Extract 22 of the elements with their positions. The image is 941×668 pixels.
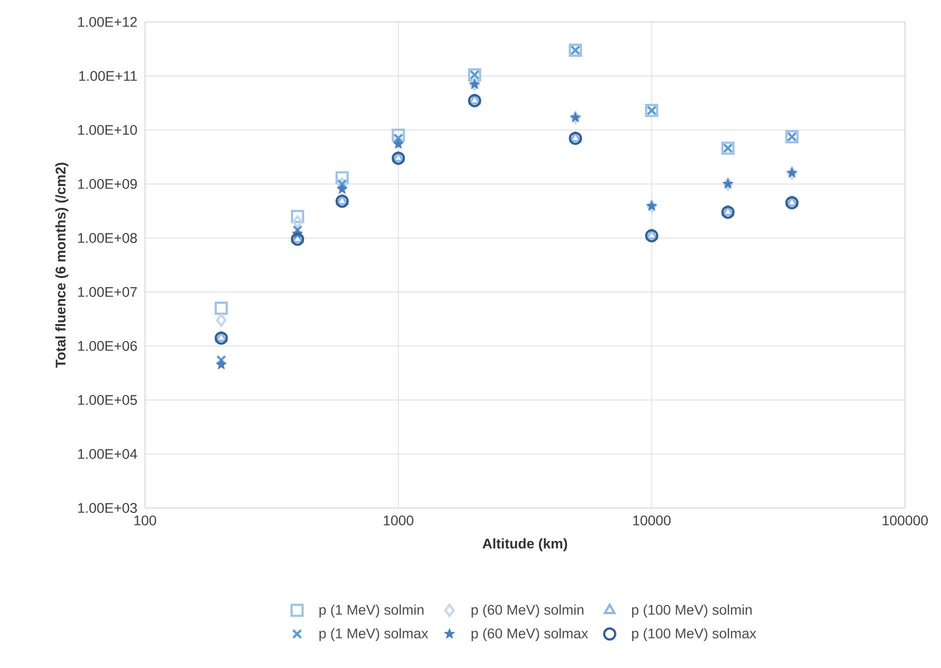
x-tick-label: 100000	[882, 515, 928, 526]
legend-label: p (60 MeV) solmin	[472, 604, 584, 618]
y-tick-label: 1.00E+04	[78, 449, 138, 459]
y-tick-label: 1.00E+12	[78, 17, 137, 27]
legend-label: p (60 MeV) solmax	[472, 628, 588, 642]
y-tick-label: 1.00E+10	[78, 125, 137, 135]
y-tick-label: 1.00E+03	[78, 503, 137, 513]
x-tick-label: 1000	[384, 515, 414, 526]
x-tick-label: 100	[134, 515, 156, 526]
x-tick-label: 10000	[633, 515, 671, 526]
legend-label: p (1 MeV) solmin	[319, 604, 424, 618]
legend-label: p (100 MeV) solmax	[632, 628, 756, 642]
legend-label: p (1 MeV) solmax	[319, 628, 428, 642]
x-axis-title: Altitude (km)	[482, 538, 568, 552]
y-axis-title: Total fluence (6 months) (/cm2)	[55, 162, 68, 368]
y-tick-label: 1.00E+11	[79, 71, 137, 81]
y-tick-label: 1.00E+09	[78, 179, 137, 189]
y-tick-label: 1.00E+07	[78, 287, 137, 297]
legend-label: p (100 MeV) solmin	[632, 604, 752, 618]
y-tick-label: 1.00E+05	[78, 395, 137, 405]
y-tick-label: 1.00E+06	[78, 341, 137, 351]
y-tick-label: 1.00E+08	[78, 233, 137, 243]
